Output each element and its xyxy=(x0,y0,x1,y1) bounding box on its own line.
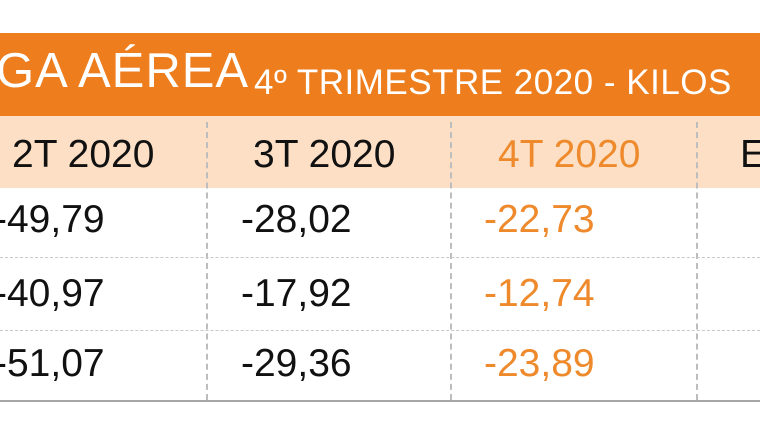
table-row: -40,97 -17,92 -12,74 xyxy=(0,262,760,332)
table-row: -49,79 -28,02 -22,73 xyxy=(0,188,760,258)
column-header-2t-2020: 2T 2020 xyxy=(12,133,155,176)
table-cell: -17,92 xyxy=(241,272,352,315)
table-cell: -49,79 xyxy=(0,198,105,241)
column-divider xyxy=(696,122,698,400)
column-divider xyxy=(206,122,208,400)
column-header-partial: E xyxy=(740,133,760,176)
row-divider xyxy=(0,330,760,331)
table-cell: -29,36 xyxy=(241,342,352,385)
table-cell: -28,02 xyxy=(241,198,352,241)
table-header-row: 2T 2020 3T 2020 4T 2020 E xyxy=(0,116,760,188)
table-bottom-border xyxy=(0,400,760,402)
table-cell-highlight: -12,74 xyxy=(484,272,595,315)
column-header-4t-2020: 4T 2020 xyxy=(498,133,641,176)
table-cell: -40,97 xyxy=(0,272,105,315)
table-row: -51,07 -29,36 -23,89 xyxy=(0,332,760,402)
table-subtitle: 4º TRIMESTRE 2020 - KILOS xyxy=(254,63,732,102)
column-divider xyxy=(450,122,452,400)
table-cell: -51,07 xyxy=(0,342,105,385)
table-cell-highlight: -23,89 xyxy=(484,342,595,385)
table-title: GA AÉREA xyxy=(0,44,250,98)
table-title-bar: GA AÉREA 4º TRIMESTRE 2020 - KILOS xyxy=(0,33,760,116)
table-cell-highlight: -22,73 xyxy=(484,198,595,241)
row-divider xyxy=(0,257,760,258)
column-header-3t-2020: 3T 2020 xyxy=(253,133,396,176)
